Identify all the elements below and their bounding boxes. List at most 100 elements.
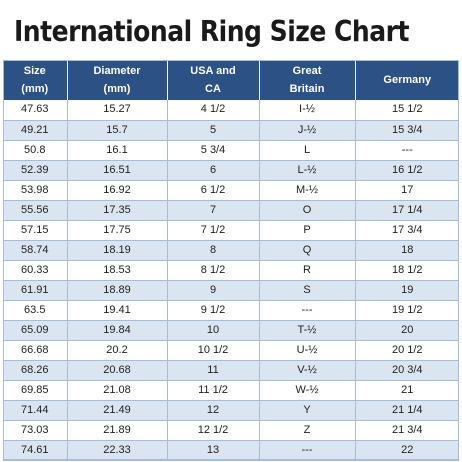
diameter-mm-cell: 18.89: [67, 280, 168, 301]
table-row: 58.74 18.19 8 Q 18: [3, 240, 459, 261]
germany-size-cell: 21 1/4: [355, 400, 459, 421]
table-row: 63.5 19.41 9 1/2 --- 19 1/2: [3, 300, 459, 321]
size-mm-cell: 53.98: [3, 180, 68, 201]
germany-size-cell: 15 3/4: [355, 120, 459, 141]
size-mm-cell: 52.39: [3, 160, 68, 181]
diameter-mm-cell: 16.92: [67, 180, 168, 201]
germany-size-cell: 20: [355, 320, 459, 341]
size-mm-cell: 69.85: [3, 380, 68, 401]
germany-size-cell: 15 1/2: [355, 100, 459, 121]
diameter-mm-cell: 18.19: [67, 240, 168, 261]
germany-size-cell: 19 1/2: [355, 300, 459, 321]
usa-ca-size-cell: 4 1/2: [167, 100, 260, 121]
diameter-mm-cell: 16.51: [67, 160, 168, 181]
germany-size-cell: 18 1/2: [355, 260, 459, 281]
usa-ca-size-cell: 10: [167, 320, 260, 341]
size-mm-cell: 49.21: [3, 120, 68, 141]
usa-ca-size-cell: 6 1/2: [167, 180, 260, 201]
great-britain-size-cell: O: [259, 200, 356, 221]
diameter-mm-cell: 18.53: [67, 260, 168, 281]
great-britain-size-cell: Z: [259, 420, 356, 441]
column-header-line: CA: [205, 83, 221, 95]
germany-size-cell: 17 3/4: [355, 220, 459, 241]
column-header-line: (mm): [21, 83, 49, 95]
germany-size-cell: 17 1/4: [355, 200, 459, 221]
great-britain-size-cell: ---: [259, 300, 356, 321]
diameter-mm-cell: 21.49: [67, 400, 168, 421]
germany-size-cell: 19: [355, 280, 459, 301]
table-row: 74.61 22.33 13 --- 22: [3, 440, 459, 461]
column-header-line: (mm): [103, 83, 131, 95]
usa-ca-size-cell: 8 1/2: [167, 260, 260, 281]
usa-ca-size-cell: 11 1/2: [167, 380, 260, 401]
great-britain-size-cell: J-½: [259, 120, 356, 141]
germany-size-cell: 20 3/4: [355, 360, 459, 381]
table-row: 71.44 21.49 12 Y 21 1/4: [3, 400, 459, 421]
header-row: Size (mm) Diameter (mm) USA and CA Great…: [3, 60, 459, 100]
great-britain-size-cell: Y: [259, 400, 356, 421]
size-mm-cell: 57.15: [3, 220, 68, 241]
usa-ca-size-cell: 5: [167, 120, 260, 141]
usa-ca-size-cell: 7 1/2: [167, 220, 260, 241]
diameter-mm-cell: 19.41: [67, 300, 168, 321]
diameter-mm-cell: 20.2: [67, 340, 168, 361]
table-row: 65.09 19.84 10 T-½ 20: [3, 320, 459, 341]
table-row: 73.03 21.89 12 1/2 Z 21 3/4: [3, 420, 459, 441]
table-row: 55.56 17.35 7 O 17 1/4: [3, 200, 459, 221]
great-britain-size-cell: L-½: [259, 160, 356, 181]
table-row: 61.91 18.89 9 S 19: [3, 280, 459, 301]
size-mm-cell: 60.33: [3, 260, 68, 281]
column-header-usa-ca: USA and CA: [167, 60, 260, 100]
size-mm-cell: 66.68: [3, 340, 68, 361]
table-row: 69.85 21.08 11 1/2 W-½ 21: [3, 380, 459, 401]
germany-size-cell: 22: [355, 440, 459, 461]
page-title: International Ring Size Chart: [14, 15, 409, 48]
diameter-mm-cell: 21.08: [67, 380, 168, 401]
diameter-mm-cell: 20.68: [67, 360, 168, 381]
table-row: 60.33 18.53 8 1/2 R 18 1/2: [3, 260, 459, 281]
table-row: 47.63 15.27 4 1/2 I-½ 15 1/2: [3, 100, 459, 121]
size-mm-cell: 58.74: [3, 240, 68, 261]
table-row: 57.15 17.75 7 1/2 P 17 3/4: [3, 220, 459, 241]
diameter-mm-cell: 15.27: [67, 100, 168, 121]
table-body: 47.63 15.27 4 1/2 I-½ 15 1/2 49.21 15.7 5 J-½ 15 …: [3, 100, 459, 461]
size-mm-cell: 55.56: [3, 200, 68, 221]
great-britain-size-cell: S: [259, 280, 356, 301]
germany-size-cell: 21: [355, 380, 459, 401]
size-mm-cell: 61.91: [3, 280, 68, 301]
column-header-line: Germany: [383, 74, 432, 86]
great-britain-size-cell: P: [259, 220, 356, 241]
table-row: 66.68 20.2 10 1/2 U-½ 20 1/2: [3, 340, 459, 361]
usa-ca-size-cell: 5 3/4: [167, 140, 260, 161]
germany-size-cell: 18: [355, 240, 459, 261]
size-mm-cell: 63.5: [3, 300, 68, 321]
table-row: 52.39 16.51 6 L-½ 16 1/2: [3, 160, 459, 181]
germany-size-cell: 21 3/4: [355, 420, 459, 441]
germany-size-cell: ---: [355, 140, 459, 161]
great-britain-size-cell: T-½: [259, 320, 356, 341]
usa-ca-size-cell: 7: [167, 200, 260, 221]
germany-size-cell: 17: [355, 180, 459, 201]
size-mm-cell: 71.44: [3, 400, 68, 421]
table-row: 49.21 15.7 5 J-½ 15 3/4: [3, 120, 459, 141]
usa-ca-size-cell: 8: [167, 240, 260, 261]
usa-ca-size-cell: 6: [167, 160, 260, 181]
diameter-mm-cell: 21.89: [67, 420, 168, 441]
great-britain-size-cell: W-½: [259, 380, 356, 401]
column-header-size: Size (mm): [3, 60, 68, 100]
germany-size-cell: 20 1/2: [355, 340, 459, 361]
diameter-mm-cell: 15.7: [67, 120, 168, 141]
column-header-great-britain: Great Britain: [259, 60, 356, 100]
great-britain-size-cell: ---: [259, 440, 356, 461]
usa-ca-size-cell: 9 1/2: [167, 300, 260, 321]
column-header-line: Diameter: [93, 65, 141, 77]
diameter-mm-cell: 19.84: [67, 320, 168, 341]
size-mm-cell: 47.63: [3, 100, 68, 121]
size-mm-cell: 74.61: [3, 440, 68, 461]
ring-size-table: Size (mm) Diameter (mm) USA and CA Great…: [3, 60, 459, 461]
usa-ca-size-cell: 12 1/2: [167, 420, 260, 441]
great-britain-size-cell: U-½: [259, 340, 356, 361]
table-row: 50.8 16.1 5 3/4 L ---: [3, 140, 459, 161]
table-row: 68.26 20.68 11 V-½ 20 3/4: [3, 360, 459, 381]
column-header-germany: Germany: [355, 60, 459, 100]
